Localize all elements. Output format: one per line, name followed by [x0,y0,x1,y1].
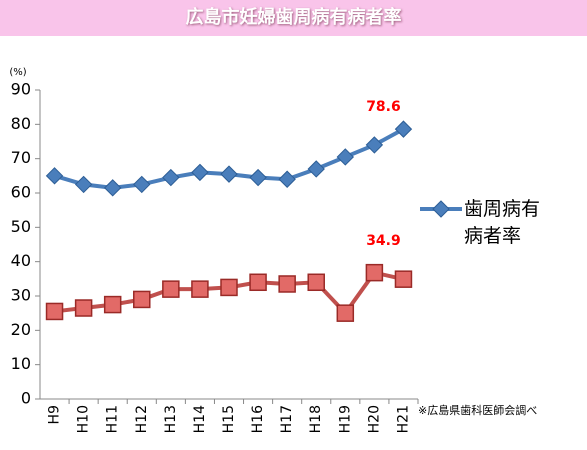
data-point [394,270,413,288]
legend-marker [432,200,450,218]
y-tick-label: 40 [11,251,31,270]
x-tick-label: H19 [337,405,353,433]
y-tick-label: 80 [11,114,31,133]
data-point [365,263,384,282]
data-point [162,168,180,187]
data-point [307,160,325,178]
legend-label: 歯周病有病者率 [464,198,541,247]
data-point [133,175,151,194]
data-label: 34.9 [366,233,401,249]
y-tick-label: 70 [11,148,31,167]
x-tick-label: H12 [134,405,150,433]
data-point [45,167,64,185]
data-point [133,290,151,309]
y-tick-label: 20 [11,320,31,339]
data-point [278,275,296,293]
data-point [191,163,209,182]
data-point [103,179,122,197]
x-tick-label: H11 [105,405,121,433]
y-tick-label: 60 [11,183,31,202]
y-tick-label: 90 [11,80,31,99]
data-point [307,273,325,292]
data-point [74,299,93,317]
x-tick-label: H16 [250,405,266,433]
data-point [249,168,267,187]
x-tick-label: H17 [279,405,295,433]
x-tick-label: H9 [47,405,63,424]
y-tick-label: 10 [11,354,31,373]
x-tick-label: H21 [395,405,411,433]
x-tick-label: H15 [221,405,237,433]
data-point [249,273,267,292]
data-point [191,280,209,298]
data-point [103,295,122,314]
data-point [220,278,238,297]
x-tick-label: H20 [366,405,382,433]
data-point [365,136,384,154]
data-point [162,280,180,298]
x-tick-label: H10 [76,405,92,433]
data-point [278,170,296,188]
y-axis-label: (%) [9,67,26,78]
y-tick-label: 0 [21,389,31,408]
y-tick-label: 50 [11,217,31,236]
data-label: 78.6 [366,99,401,115]
x-tick-label: H14 [192,405,208,433]
x-tick-label: H13 [163,405,179,433]
chart-title: 広島市妊婦歯周病有病者率 [0,0,587,36]
y-tick-label: 30 [11,286,31,305]
x-tick-label: H18 [308,405,324,433]
data-point [394,120,413,138]
data-point [45,302,64,321]
data-point [220,165,238,183]
data-point [336,148,355,166]
source-note: ※広島県歯科医師会調べ [418,404,538,417]
data-point [336,304,355,322]
data-point [74,175,93,194]
